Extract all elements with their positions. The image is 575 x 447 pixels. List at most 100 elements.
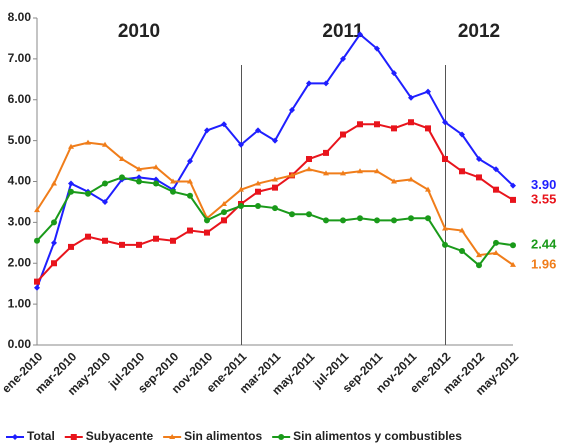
y-tick-label: 5.00 [8, 133, 32, 147]
marker [238, 186, 244, 192]
value-label: 1.96 [531, 256, 556, 271]
marker [102, 180, 108, 187]
marker [272, 205, 278, 212]
marker [306, 80, 312, 87]
marker [510, 196, 516, 203]
marker [408, 215, 414, 222]
series-line [36, 32, 514, 289]
marker [85, 139, 91, 145]
year-label: 2011 [322, 21, 364, 42]
marker [85, 233, 91, 240]
marker [170, 237, 176, 244]
marker [68, 188, 74, 195]
marker [323, 149, 329, 156]
y-tick-label: 0.00 [8, 337, 32, 351]
marker [340, 131, 346, 138]
marker [476, 174, 482, 181]
marker [170, 188, 176, 195]
marker [51, 180, 57, 186]
marker [391, 70, 397, 77]
y-tick-label: 4.00 [8, 174, 32, 188]
marker [289, 211, 295, 218]
marker [119, 156, 125, 162]
marker [204, 217, 210, 224]
marker [278, 434, 285, 440]
marker [136, 166, 142, 172]
marker [255, 180, 261, 186]
marker [204, 229, 210, 236]
series-line [36, 141, 514, 266]
marker [476, 252, 482, 258]
marker [169, 434, 176, 439]
y-tick-label: 3.00 [8, 215, 32, 229]
marker [187, 178, 193, 184]
y-tick-label: 6.00 [8, 92, 32, 106]
marker [391, 217, 397, 224]
marker [34, 207, 40, 213]
marker [51, 219, 57, 226]
marker [102, 198, 108, 205]
marker [459, 227, 465, 233]
marker [357, 31, 363, 38]
marker [459, 247, 465, 254]
marker [323, 80, 329, 87]
marker [493, 239, 499, 246]
marker [374, 45, 380, 52]
marker [493, 186, 499, 193]
marker [374, 168, 380, 174]
marker [119, 241, 125, 248]
marker [85, 190, 91, 197]
marker [272, 176, 278, 182]
marker [204, 127, 210, 134]
marker [187, 227, 193, 234]
marker [238, 141, 244, 148]
y-tick-label: 1.00 [8, 296, 32, 310]
marker [340, 170, 346, 176]
marker [391, 125, 397, 132]
y-tick-label: 7.00 [8, 51, 32, 65]
marker [510, 261, 516, 267]
marker [187, 158, 193, 165]
marker [442, 225, 448, 231]
marker [306, 211, 312, 218]
marker [187, 192, 193, 199]
marker [68, 143, 74, 149]
marker [340, 217, 346, 224]
marker [323, 170, 329, 176]
marker [289, 106, 295, 113]
legend-label: Sin alimentos y combustibles [293, 429, 462, 443]
marker [442, 241, 448, 248]
marker [34, 278, 40, 285]
marker [51, 260, 57, 267]
marker [425, 125, 431, 132]
marker [357, 168, 363, 174]
series-line [36, 121, 514, 283]
marker [408, 119, 414, 126]
marker [459, 168, 465, 175]
marker [357, 121, 363, 128]
marker [374, 217, 380, 224]
marker [306, 166, 312, 172]
marker [493, 166, 499, 173]
value-label: 3.55 [531, 191, 556, 206]
value-label: 3.90 [531, 177, 556, 192]
marker [425, 88, 431, 95]
marker [70, 434, 77, 440]
marker [153, 180, 159, 187]
marker [442, 119, 448, 126]
marker [510, 182, 516, 189]
marker [255, 203, 261, 210]
marker [493, 250, 499, 256]
marker [323, 217, 329, 224]
marker [221, 217, 227, 224]
marker [102, 237, 108, 244]
marker [425, 215, 431, 222]
marker [425, 186, 431, 192]
marker [510, 242, 516, 249]
marker [272, 184, 278, 191]
year-label: 2012 [458, 21, 500, 42]
y-tick-label: 8.00 [8, 10, 32, 24]
marker [153, 164, 159, 170]
year-label: 2010 [118, 21, 160, 42]
